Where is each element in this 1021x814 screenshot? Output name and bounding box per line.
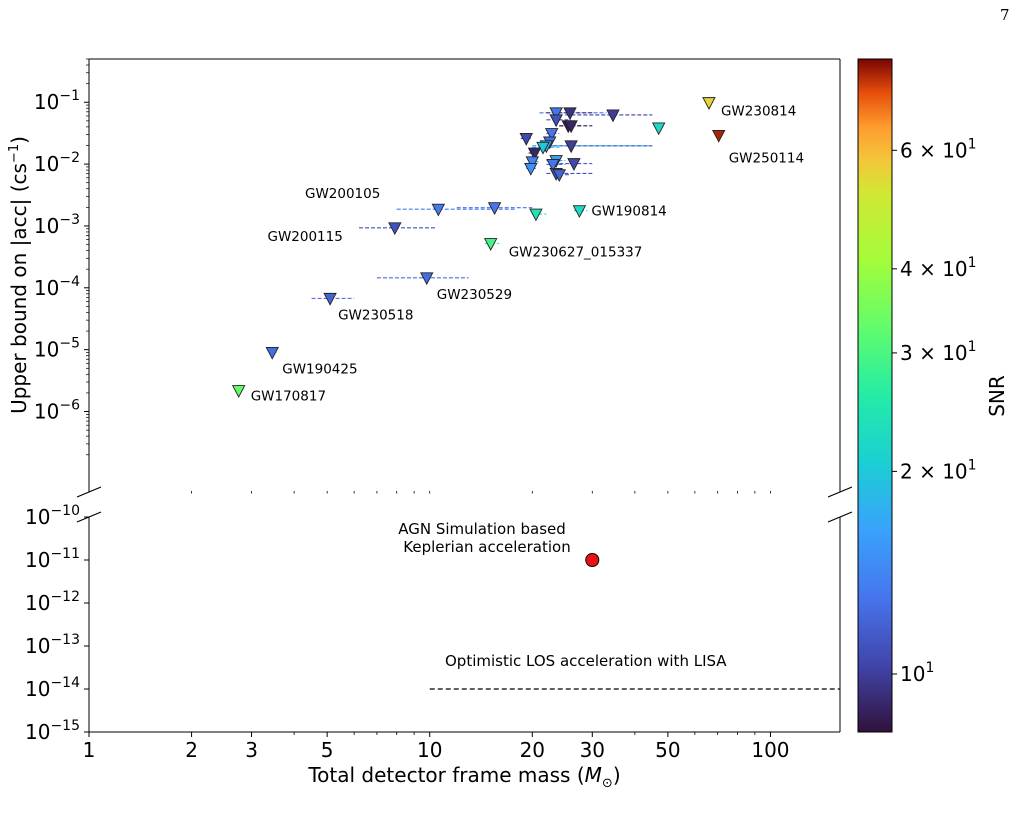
event-marker	[549, 107, 563, 121]
colorbar-tick-label: 3 × 101	[900, 339, 977, 365]
event-label: GW230529	[437, 287, 512, 303]
event-marker	[546, 159, 560, 172]
event-marker	[564, 140, 578, 154]
event-marker	[606, 109, 620, 123]
event-marker	[564, 120, 578, 134]
event-marker	[265, 346, 279, 360]
y-tick-label: 10−5	[34, 336, 80, 362]
y-tick-label: 10−15	[25, 718, 80, 744]
event-marker	[419, 272, 434, 286]
x-tick-label: 100	[751, 738, 789, 762]
event-label: GW230627_015337	[509, 245, 643, 261]
agn-point	[585, 553, 600, 567]
agn-label-line1: AGN Simulation based	[398, 520, 566, 538]
event-marker	[525, 156, 540, 170]
colorbar-tick-label: 101	[900, 660, 934, 686]
y-tick-label: 10−6	[34, 398, 80, 424]
upper-markers	[231, 97, 726, 398]
event-marker	[527, 147, 542, 161]
event-label: GW200105	[305, 186, 380, 202]
event-marker	[711, 129, 726, 143]
event-marker	[323, 292, 337, 306]
colorbar-gradient	[857, 58, 893, 733]
event-label: GW230518	[338, 307, 413, 323]
event-marker	[519, 133, 533, 146]
event-marker	[483, 238, 498, 251]
colorbar-tick-label: 4 × 101	[900, 255, 977, 281]
event-label: GW190425	[282, 361, 357, 377]
upper-error-bars	[237, 102, 720, 392]
y-tick-label: 10−2	[34, 150, 80, 176]
y-tick-label: 10−12	[25, 589, 80, 615]
axes: 1 2 3 5 10 20 30 50 100 Total detector frame mass…	[7, 58, 853, 791]
event-label: GW200115	[267, 229, 342, 245]
event-marker	[529, 208, 543, 222]
event-marker	[702, 97, 716, 110]
agn-label-line2: Keplerian acceleration	[403, 538, 570, 556]
x-tick-label: 10	[417, 738, 442, 762]
y-tick-label: 10−11	[25, 546, 80, 572]
y-tick-label: 10−3	[34, 212, 80, 238]
event-marker	[552, 169, 567, 183]
axis-break-mark	[827, 486, 853, 498]
x-tick-label: 20	[520, 738, 545, 762]
colorbar-tick-label: 6 × 101	[900, 136, 977, 162]
event-marker	[487, 202, 502, 216]
event-label: GW250114	[729, 150, 804, 166]
event-marker	[544, 128, 559, 141]
event-marker	[563, 107, 577, 121]
x-tick-label: 50	[655, 738, 680, 762]
event-marker	[431, 203, 446, 217]
x-tick-label: 1	[83, 738, 96, 762]
event-marker	[231, 385, 246, 398]
event-marker	[567, 158, 581, 172]
x-tick-label: 5	[321, 738, 334, 762]
axis-break-mark	[76, 486, 102, 498]
y-tick-label: 10−10	[25, 503, 80, 529]
event-label: GW190814	[591, 204, 666, 220]
x-tick-label: 30	[580, 738, 605, 762]
event-marker	[388, 222, 402, 236]
event-label: GW230814	[721, 104, 796, 120]
x-tick-label: 2	[185, 738, 198, 762]
y-tick-label: 10−4	[34, 274, 80, 300]
colorbar-label: SNR	[985, 375, 1009, 417]
event-marker	[549, 114, 563, 128]
lisa-label: Optimistic LOS acceleration with LISA	[445, 652, 727, 670]
colorbar: 6 × 101 4 × 101 3 × 101 2 × 101 101 SNR	[857, 58, 1009, 733]
x-axis-label: Total detector frame mass (M⊙)	[307, 763, 620, 791]
event-label: GW170817	[251, 389, 326, 405]
event-marker	[524, 162, 538, 176]
page-number: 7	[1000, 6, 1010, 24]
y-tick-label: 10−14	[25, 675, 80, 701]
event-marker	[651, 122, 666, 136]
colorbar-tick-label: 2 × 101	[900, 457, 977, 483]
y-axis-label: Upper bound on |acc| (cs−1)	[7, 136, 31, 414]
x-tick-label: 3	[245, 738, 258, 762]
event-marker	[572, 205, 587, 219]
y-tick-label: 10−1	[34, 88, 80, 114]
upper-event-labels: GW230814 GW250114 GW200105 GW200115 GW190814…	[251, 104, 804, 405]
y-tick-label: 10−13	[25, 632, 80, 658]
axis-break-mark	[827, 511, 853, 523]
